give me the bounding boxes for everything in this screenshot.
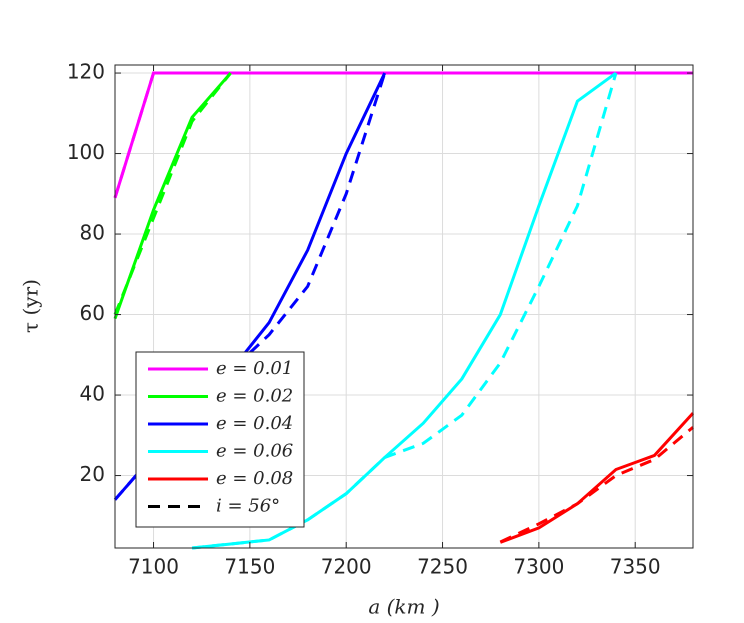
y-tick-label: 60 [80,301,105,325]
x-tick-label: 7100 [128,555,179,579]
legend-label: e = 0.08 [216,468,293,489]
x-tick-label: 7150 [224,555,275,579]
x-tick-label: 7350 [610,555,661,579]
x-tick-label: 7200 [321,555,372,579]
line [499,412,695,544]
y-tick-label: 20 [80,462,105,486]
x-tick-label: 7300 [513,555,564,579]
line [113,72,232,320]
y-tick-label: 120 [67,60,105,84]
y-tick-label: 100 [67,140,105,164]
y-tick-label: 40 [80,382,105,406]
x-tick-label: 7250 [417,555,468,579]
legend-label: e = 0.06 [216,441,293,462]
y-tick-label: 80 [80,221,105,245]
legend-label: i = 56° [216,496,280,517]
legend-box [135,351,305,528]
x-axis-label: a (km ) [368,595,439,619]
line [113,71,693,199]
y-axis-label: τ (yr) [19,279,43,333]
axes-box [114,64,694,549]
line [191,71,617,550]
legend-label: e = 0.02 [216,386,293,407]
legend-label: e = 0.04 [216,413,293,434]
legend-label: e = 0.01 [216,358,293,379]
dashed-line [499,426,694,544]
